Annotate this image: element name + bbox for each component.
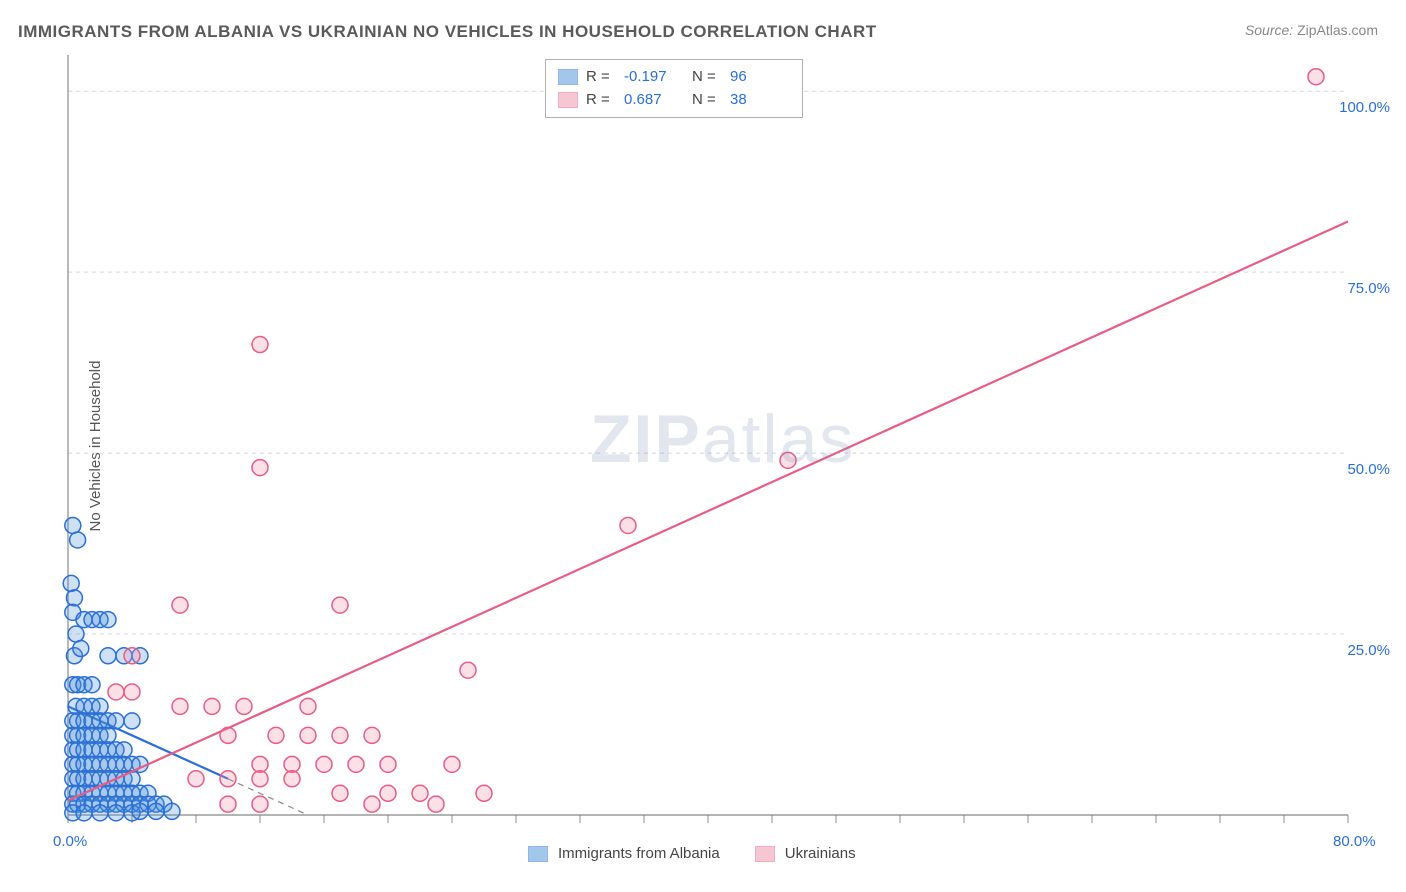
legend-item: Ukrainians <box>755 845 856 862</box>
r-label: R = <box>586 66 616 89</box>
chart-area: ZIPatlas R =-0.197N =96R =0.687N =38 Imm… <box>50 55 1380 835</box>
source-attribution: Source: ZipAtlas.com <box>1245 22 1378 38</box>
y-tick-label: 75.0% <box>1315 280 1390 297</box>
y-tick-label: 100.0% <box>1315 99 1390 116</box>
legend-swatch <box>528 846 548 862</box>
legend-swatch <box>755 846 775 862</box>
y-tick-label: 50.0% <box>1315 461 1390 478</box>
legend-label: Ukrainians <box>785 845 856 862</box>
r-value: 0.687 <box>624 89 684 112</box>
n-label: N = <box>692 89 722 112</box>
chart-title: IMMIGRANTS FROM ALBANIA VS UKRAINIAN NO … <box>18 22 877 42</box>
y-tick-label: 25.0% <box>1315 642 1390 659</box>
n-value: 96 <box>730 66 790 89</box>
legend-item: Immigrants from Albania <box>528 845 720 862</box>
correlation-legend: R = -0.197 N = 96 R = 0.687 N = 38 <box>545 59 803 118</box>
series-legend: Immigrants from Albania Ukrainians <box>528 845 856 862</box>
x-tick-label: 80.0% <box>1333 833 1376 850</box>
legend-row: R = -0.197 N = 96 <box>558 66 790 89</box>
legend-swatch <box>558 69 578 85</box>
r-label: R = <box>586 89 616 112</box>
n-label: N = <box>692 66 722 89</box>
legend-label: Immigrants from Albania <box>558 845 720 862</box>
legend-row: R = 0.687 N = 38 <box>558 89 790 112</box>
legend-swatch <box>558 92 578 108</box>
x-tick-label: 0.0% <box>53 833 87 850</box>
source-value: ZipAtlas.com <box>1297 22 1378 38</box>
scatter-chart <box>50 55 1380 885</box>
n-value: 38 <box>730 89 790 112</box>
source-label: Source: <box>1245 22 1293 38</box>
r-value: -0.197 <box>624 66 684 89</box>
